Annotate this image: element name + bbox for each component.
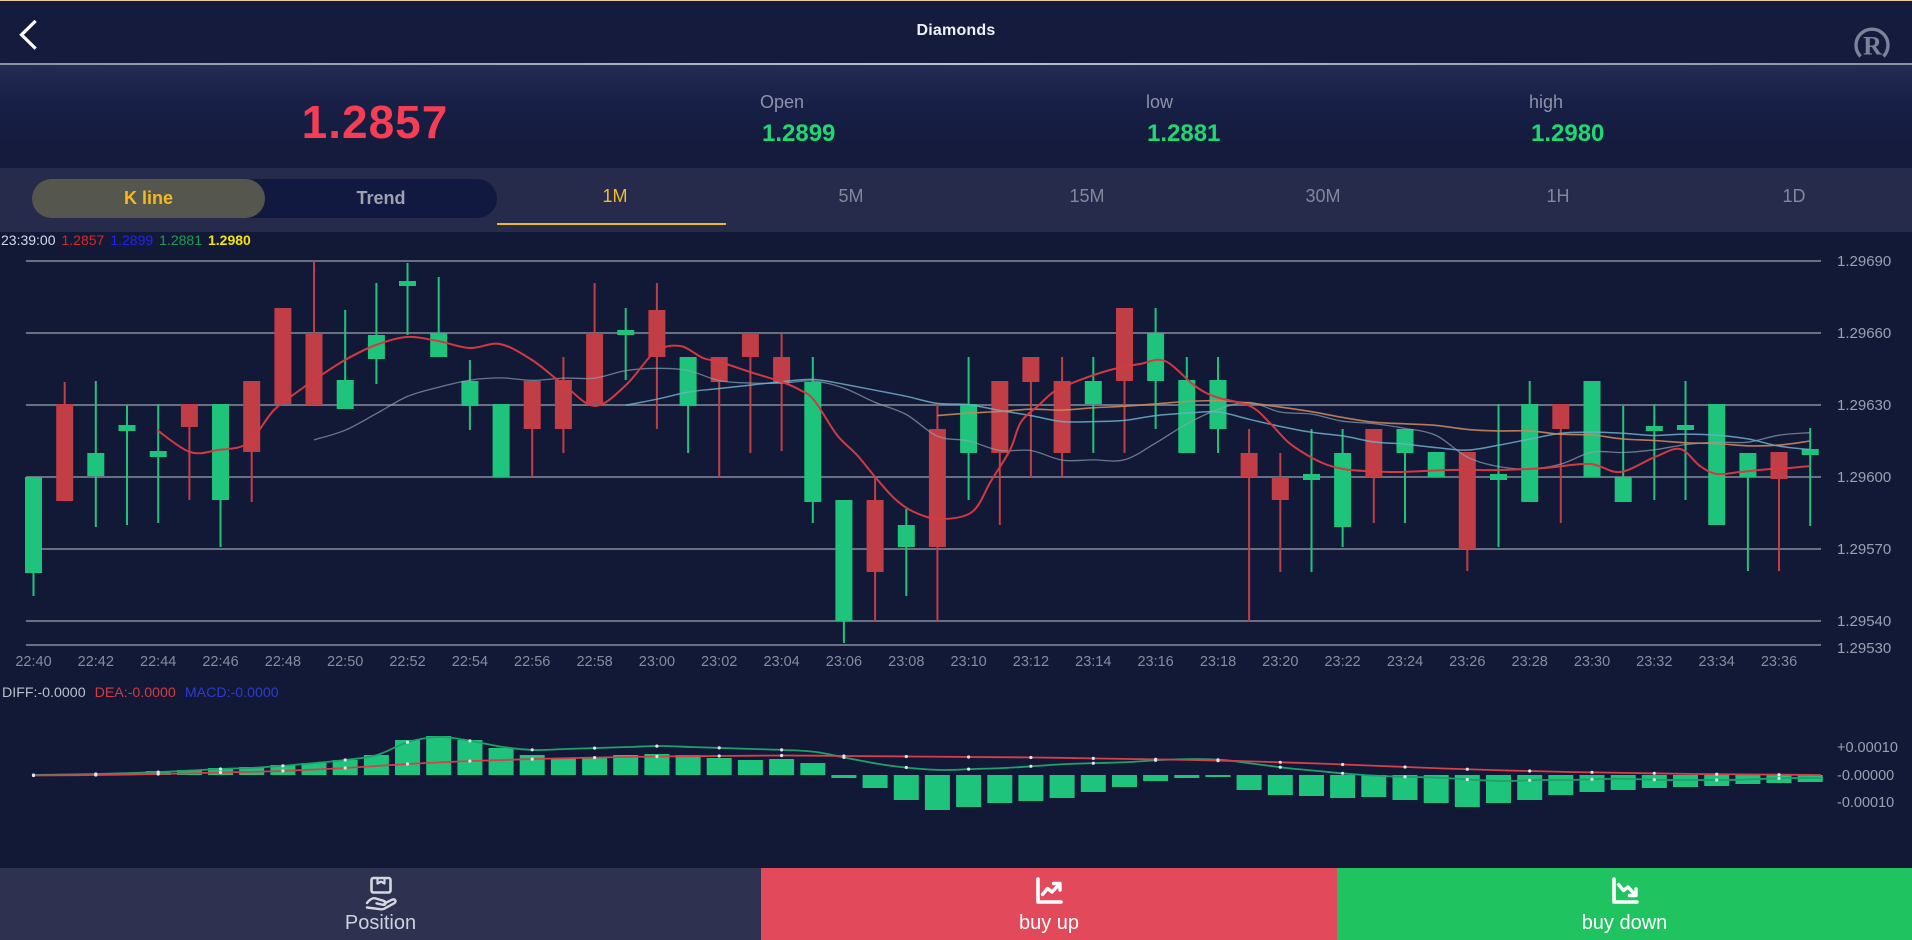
svg-text:R: R: [1863, 32, 1882, 61]
svg-text:23:00: 23:00: [639, 654, 675, 670]
svg-text:23:28: 23:28: [1512, 654, 1548, 670]
svg-text:1.29540: 1.29540: [1837, 613, 1891, 630]
svg-text:23:22: 23:22: [1324, 654, 1360, 670]
svg-text:22:58: 22:58: [576, 654, 612, 670]
svg-text:22:56: 22:56: [514, 654, 550, 670]
svg-text:1.29690: 1.29690: [1837, 253, 1891, 270]
svg-text:23:34: 23:34: [1699, 654, 1735, 670]
svg-text:23:16: 23:16: [1137, 654, 1173, 670]
svg-text:22:50: 22:50: [327, 654, 363, 670]
svg-text:23:18: 23:18: [1200, 654, 1236, 670]
svg-text:22:52: 22:52: [389, 654, 425, 670]
svg-text:23:10: 23:10: [950, 654, 986, 670]
svg-text:23:02: 23:02: [701, 654, 737, 670]
svg-text:23:14: 23:14: [1075, 654, 1111, 670]
svg-text:23:12: 23:12: [1013, 654, 1049, 670]
svg-text:-0.00000: -0.00000: [1837, 768, 1894, 784]
svg-text:23:08: 23:08: [888, 654, 924, 670]
svg-text:23:06: 23:06: [826, 654, 862, 670]
svg-text:23:24: 23:24: [1387, 654, 1423, 670]
svg-text:23:36: 23:36: [1761, 654, 1797, 670]
svg-text:1.29600: 1.29600: [1837, 469, 1891, 486]
svg-text:22:42: 22:42: [78, 654, 114, 670]
svg-text:22:54: 22:54: [452, 654, 488, 670]
svg-text:1.29570: 1.29570: [1837, 541, 1891, 558]
svg-text:23:30: 23:30: [1574, 654, 1610, 670]
svg-text:22:46: 22:46: [202, 654, 238, 670]
svg-text:23:04: 23:04: [763, 654, 799, 670]
svg-text:22:40: 22:40: [15, 654, 51, 670]
svg-text:23:20: 23:20: [1262, 654, 1298, 670]
svg-text:1.29660: 1.29660: [1837, 325, 1891, 342]
svg-text:+0.00010: +0.00010: [1837, 740, 1898, 756]
svg-text:1.29530: 1.29530: [1837, 640, 1891, 657]
svg-text:22:44: 22:44: [140, 654, 176, 670]
svg-text:1.29630: 1.29630: [1837, 397, 1891, 414]
svg-text:22:48: 22:48: [265, 654, 301, 670]
svg-text:23:26: 23:26: [1449, 654, 1485, 670]
svg-text:23:32: 23:32: [1636, 654, 1672, 670]
svg-text:-0.00010: -0.00010: [1837, 795, 1894, 811]
